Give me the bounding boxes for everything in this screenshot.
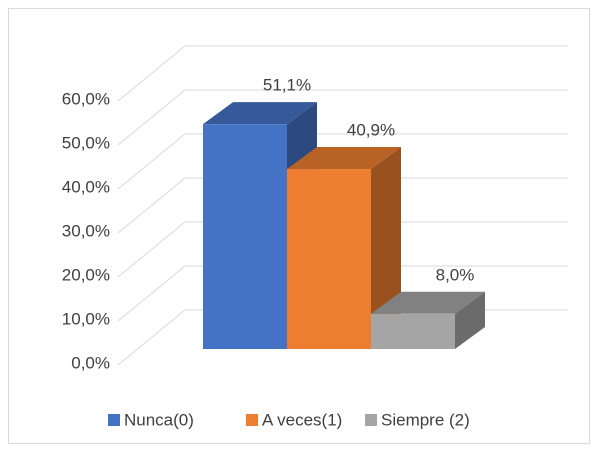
grid-line <box>117 265 568 322</box>
y-tick-label: 60,0% <box>62 89 110 108</box>
legend-label: Nunca(0) <box>124 410 194 429</box>
bar-top <box>203 102 317 125</box>
bar <box>287 169 371 349</box>
bar-top <box>287 147 401 170</box>
grid-line <box>117 45 568 102</box>
legend-swatch <box>365 414 377 426</box>
legend-label: Siempre (2) <box>381 410 470 429</box>
y-tick-label: 40,0% <box>62 177 110 196</box>
data-label: 40,9% <box>347 121 395 140</box>
legend-swatch <box>108 414 120 426</box>
grid-line <box>117 177 568 234</box>
bar-top <box>371 291 485 314</box>
bar <box>371 313 455 349</box>
bar <box>203 124 287 349</box>
bar-side <box>455 291 485 349</box>
grid-line <box>117 221 568 278</box>
y-tick-label: 30,0% <box>62 221 110 240</box>
grid-line <box>117 133 568 190</box>
data-label: 8,0% <box>436 265 475 284</box>
legend-label: A veces(1) <box>262 410 342 429</box>
grid-line <box>117 89 568 146</box>
y-tick-label: 0,0% <box>71 353 110 372</box>
y-tick-label: 20,0% <box>62 265 110 284</box>
y-tick-label: 50,0% <box>62 133 110 152</box>
legend-swatch <box>246 414 258 426</box>
y-tick-label: 10,0% <box>62 309 110 328</box>
data-label: 51,1% <box>263 76 311 95</box>
